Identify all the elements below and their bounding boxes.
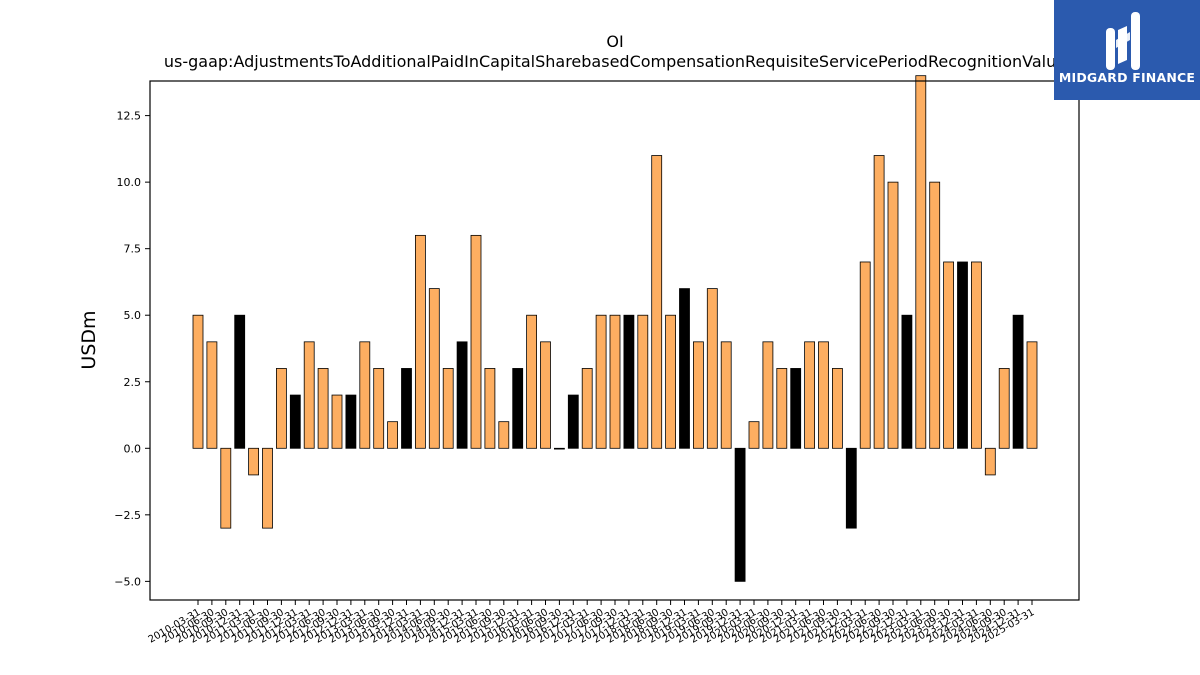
- bar-2010-09-30: [220, 447, 232, 529]
- bar-2011-06-30: [262, 447, 273, 529]
- midgard-logo-icon: [1106, 12, 1140, 70]
- bar-2017-06-30: [595, 314, 607, 449]
- bar-2012-06-30: [317, 368, 329, 449]
- y-axis: −5.0 −2.5 0.0 2.5 5.0 7.5 10.0 12.5: [114, 110, 150, 588]
- bars-group: [192, 75, 1038, 582]
- bar-2021-12-31: [845, 447, 857, 529]
- bar-2022-06-30: [873, 155, 885, 449]
- chart-title-line1: OI: [606, 32, 624, 51]
- bar-2022-03-31: [859, 261, 871, 449]
- bar-2025-03-31: [1026, 341, 1038, 449]
- bar-2011-03-31: [248, 447, 260, 476]
- y-axis-label: USDm: [78, 310, 100, 369]
- bar-2016-03-31: [526, 314, 537, 449]
- bar-2020-12-31: [790, 368, 802, 449]
- bar-2015-09-30: [498, 421, 510, 449]
- bar-2011-09-30: [275, 368, 287, 449]
- bar-2022-09-30: [887, 181, 899, 449]
- bar-2020-09-30: [776, 368, 788, 449]
- bar-2018-09-30: [665, 314, 676, 449]
- bar-2018-12-31: [679, 288, 690, 449]
- bar-2016-12-31: [567, 394, 579, 449]
- bar-2019-12-31: [734, 447, 746, 582]
- y-tick-label: −2.5: [114, 509, 141, 522]
- chart-title-line2: us-gaap:AdjustmentsToAdditionalPaidInCap…: [163, 52, 1067, 71]
- bar-2020-03-31: [748, 421, 760, 449]
- bar-2013-12-31: [401, 368, 412, 449]
- bar-2015-03-31: [470, 234, 482, 449]
- bar-2023-06-30: [929, 181, 941, 449]
- bar-2019-09-30: [720, 341, 732, 449]
- bar-2015-12-31: [512, 368, 524, 449]
- y-tick-label: 2.5: [124, 376, 142, 389]
- x-axis: 2010-03-312010-06-302010-09-302010-12-31…: [147, 600, 1037, 646]
- bar-2016-06-30: [540, 341, 551, 449]
- bar-2021-06-30: [818, 341, 829, 449]
- bar-2015-06-30: [484, 368, 496, 449]
- bar-2024-12-31: [1012, 314, 1024, 449]
- bar-2023-03-31: [915, 75, 927, 449]
- bar-2024-06-30: [984, 447, 996, 476]
- bar-2017-12-31: [623, 314, 635, 449]
- bar-2010-06-30: [206, 341, 218, 449]
- bar-2021-09-30: [832, 368, 843, 449]
- bar-2011-12-31: [289, 394, 301, 449]
- bar-2017-03-31: [581, 368, 593, 449]
- bar-2019-06-30: [706, 288, 718, 449]
- bar-2018-03-31: [637, 314, 649, 449]
- bar-2013-09-30: [387, 421, 399, 449]
- bar-2024-03-31: [971, 261, 982, 449]
- bar-2023-09-30: [943, 261, 954, 449]
- bar-2010-03-31: [192, 314, 204, 449]
- bar-2017-09-30: [609, 314, 621, 449]
- bar-2019-03-31: [693, 341, 704, 449]
- bar-2010-12-31: [234, 314, 246, 449]
- y-tick-label: 7.5: [124, 243, 142, 256]
- bar-2012-09-30: [331, 394, 343, 449]
- y-tick-label: 5.0: [124, 309, 142, 322]
- bar-2021-03-31: [804, 341, 815, 449]
- bar-2018-06-30: [651, 155, 663, 449]
- bar-2016-09-30: [554, 447, 565, 450]
- midgard-logo: MIDGARD FINANCE: [1054, 0, 1200, 100]
- bar-2014-09-30: [442, 368, 454, 449]
- bar-2024-09-30: [998, 368, 1010, 449]
- bar-2020-06-30: [762, 341, 774, 449]
- bar-2023-12-31: [957, 261, 968, 449]
- bar-2013-03-31: [359, 341, 371, 449]
- brand-name: MIDGARD FINANCE: [1058, 70, 1196, 85]
- bar-2014-12-31: [456, 341, 468, 449]
- bar-2012-12-31: [345, 394, 357, 449]
- y-tick-label: 0.0: [124, 442, 142, 455]
- bar-2014-06-30: [428, 288, 440, 449]
- bar-2012-03-31: [303, 341, 315, 449]
- bar-2022-12-31: [901, 314, 913, 449]
- bar-2014-03-31: [414, 234, 426, 449]
- y-tick-label: 12.5: [117, 110, 142, 123]
- bar-2013-06-30: [373, 368, 385, 449]
- y-tick-label: −5.0: [114, 575, 141, 588]
- y-tick-label: 10.0: [117, 176, 142, 189]
